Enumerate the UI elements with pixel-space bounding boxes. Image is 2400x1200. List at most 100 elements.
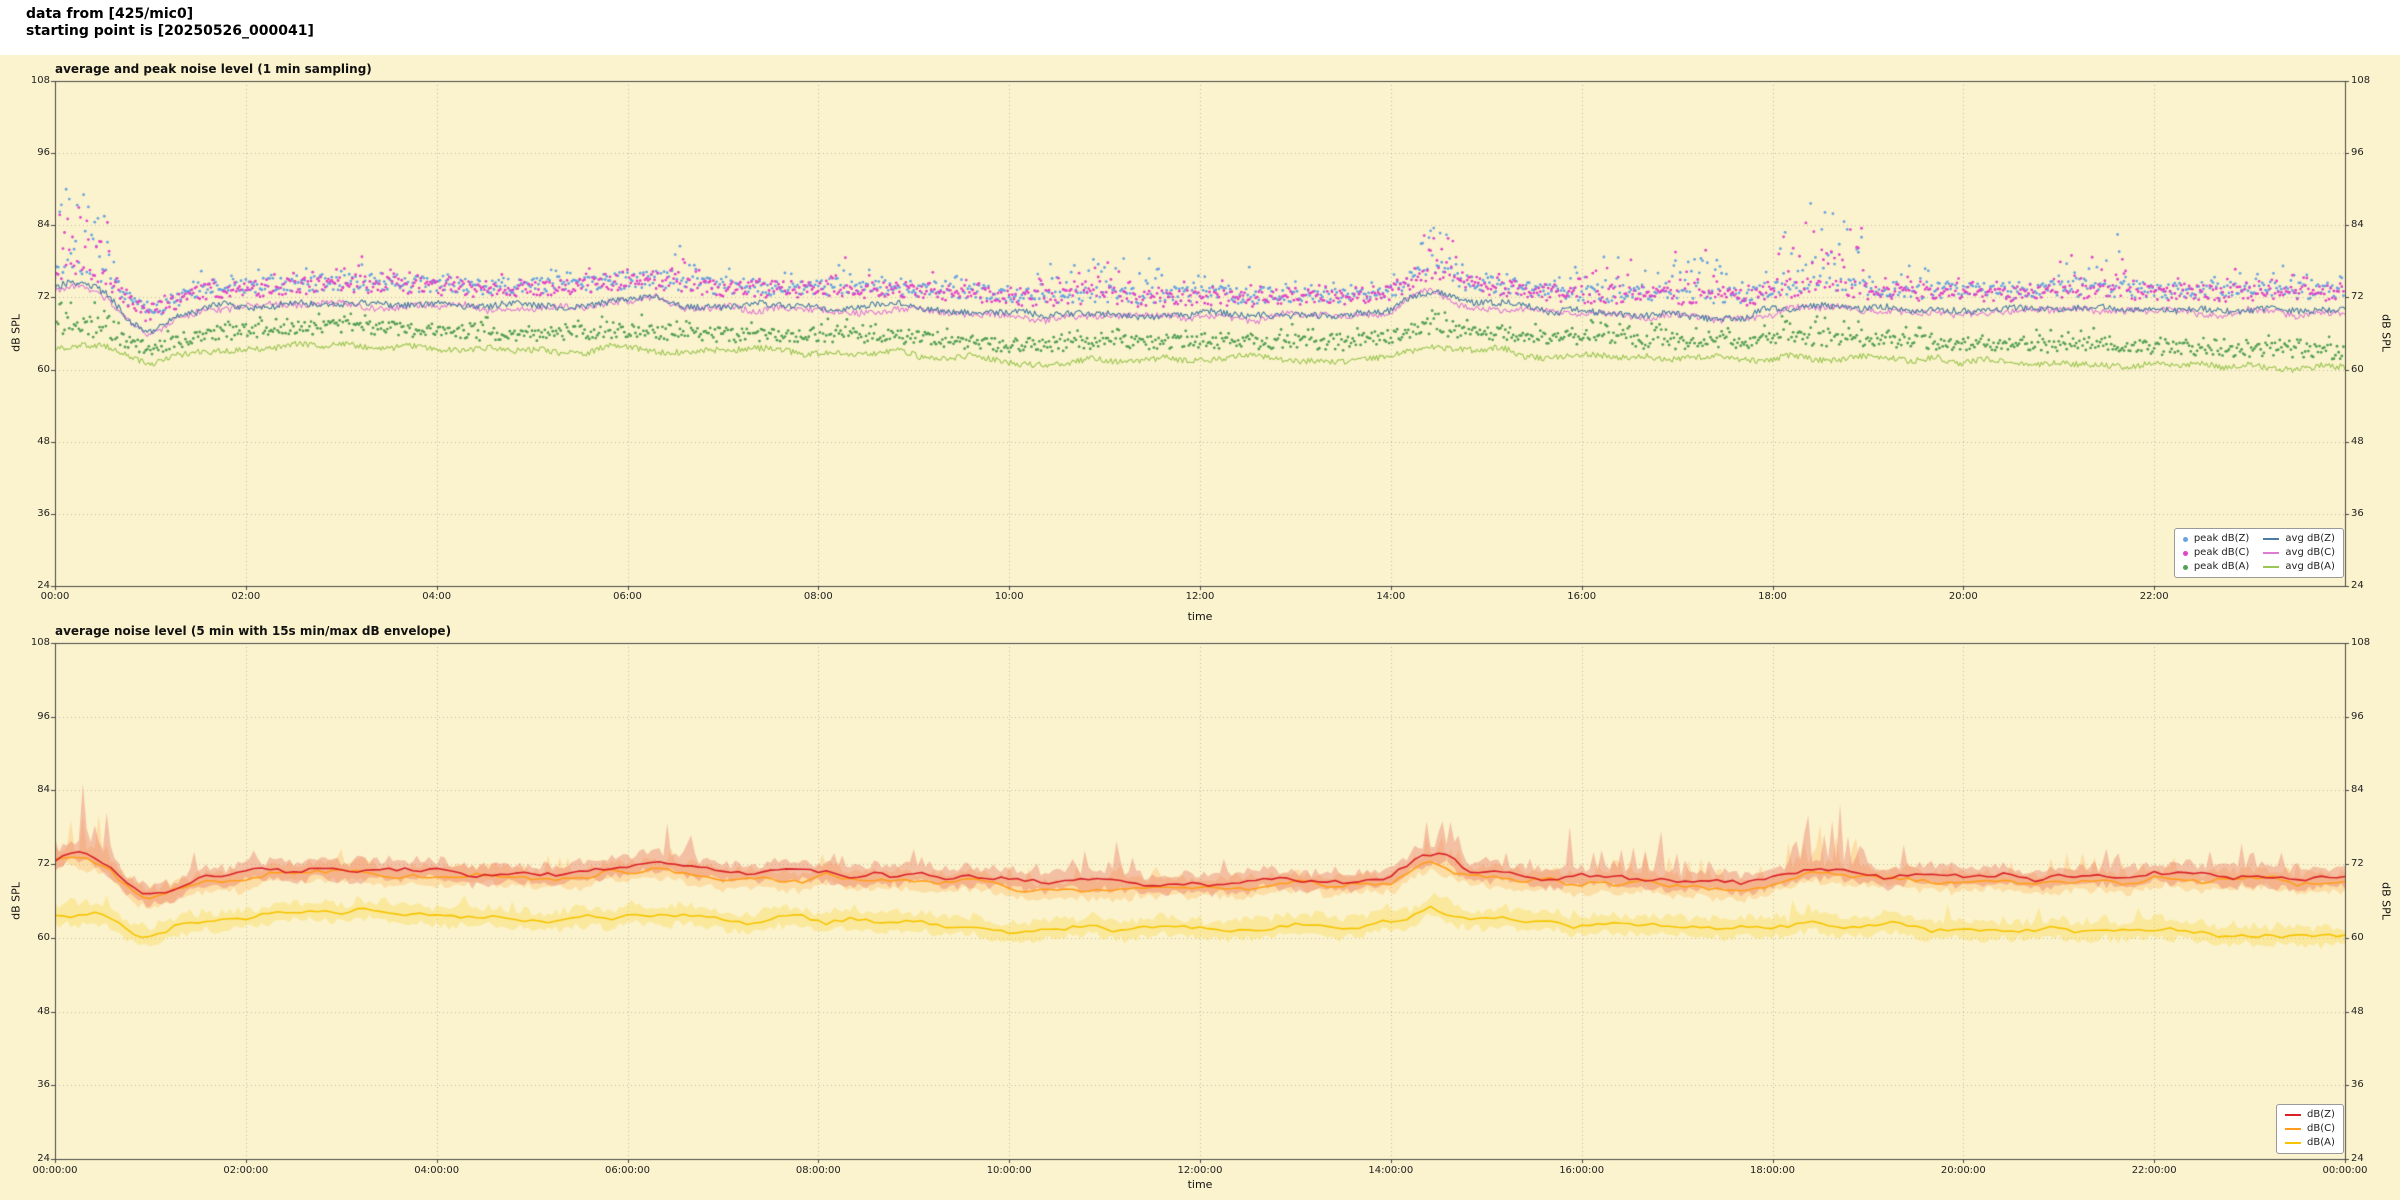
top-chart-legend: peak dB(Z) peak dB(C) peak dB(A) avg dB(Z) a… <box>2173 528 2344 578</box>
y-tick-label-right: 36 <box>2351 507 2364 519</box>
y-tick-label: 36 <box>37 1079 50 1091</box>
y-tick-label-right: 60 <box>2351 363 2364 375</box>
x-tick-label: 00:00:00 <box>32 1165 78 1176</box>
legend-dot-marker <box>2182 536 2188 542</box>
legend-label: avg dB(C) <box>2285 547 2335 558</box>
x-tick-label: 18:00 <box>1758 591 1787 602</box>
x-tick-label: 12:00 <box>1185 591 1215 602</box>
y-tick-label: 84 <box>37 784 50 796</box>
y-tick-label-right: 72 <box>2351 858 2364 870</box>
legend-item: avg dB(Z) <box>2263 533 2335 545</box>
bottom-chart-title: average noise level (5 min with 15s min/… <box>55 624 452 638</box>
y-tick-label-right: 108 <box>2351 75 2371 86</box>
y-tick-label: 24 <box>37 1153 50 1164</box>
x-tick-label: 00:00:00 <box>2322 1165 2368 1176</box>
legend-line-marker <box>2285 1113 2301 1117</box>
legend-line-marker <box>2285 1141 2301 1145</box>
y-tick-label: 84 <box>37 219 50 231</box>
legend-line-marker <box>2285 1127 2301 1131</box>
legend-dot-marker <box>2182 550 2188 556</box>
y-tick-label: 96 <box>37 710 50 722</box>
x-tick-label: 20:00:00 <box>1940 1165 1986 1176</box>
top-chart-title: average and peak noise level (1 min samp… <box>55 62 372 76</box>
y-tick-label: 108 <box>30 637 50 648</box>
legend-line-marker <box>2263 537 2280 541</box>
header-line1: data from [425/mic0] <box>26 6 194 22</box>
y-tick-label-right: 24 <box>2351 1153 2364 1164</box>
x-tick-label: 04:00 <box>422 591 452 602</box>
x-tick-label: 14:00:00 <box>1368 1165 1414 1176</box>
bottom-chart-legend: dB(Z) dB(C) dB(A) <box>2276 1104 2344 1154</box>
legend-label: avg dB(A) <box>2285 561 2335 572</box>
y-tick-label: 48 <box>37 435 50 447</box>
x-tick-label: 16:00:00 <box>1559 1165 1605 1176</box>
legend-column: avg dB(Z) avg dB(C) avg dB(A) <box>2263 533 2335 573</box>
y-tick-label-right: 72 <box>2351 291 2364 303</box>
legend-label: dB(Z) <box>2307 1109 2335 1120</box>
header-line2: starting point is [20250526_000041] <box>26 23 314 39</box>
top-ylabel-right: dB SPL <box>2379 314 2393 352</box>
y-tick-label: 36 <box>37 507 50 519</box>
x-tick-label: 10:00 <box>994 591 1024 602</box>
legend-item: peak dB(Z) <box>2182 533 2250 545</box>
x-tick-label: 02:00:00 <box>223 1165 269 1176</box>
y-tick-label: 60 <box>37 363 50 375</box>
x-tick-label: 16:00 <box>1567 591 1597 602</box>
figure-header: data from [425/mic0] starting point is [… <box>26 6 314 40</box>
legend-item: avg dB(A) <box>2263 561 2335 573</box>
y-tick-label: 60 <box>37 931 50 943</box>
y-tick-label-right: 24 <box>2351 580 2364 591</box>
y-tick-label-right: 96 <box>2351 147 2364 159</box>
legend-line-marker <box>2263 565 2280 569</box>
x-tick-label: 06:00 <box>613 591 642 602</box>
y-tick-label: 72 <box>37 858 50 870</box>
y-tick-label-right: 84 <box>2351 784 2364 796</box>
legend-label: avg dB(Z) <box>2285 533 2335 544</box>
x-tick-label: 10:00:00 <box>986 1165 1032 1176</box>
bottom-xlabel: time <box>1187 1178 1213 1191</box>
x-tick-label: 00:00 <box>40 591 70 602</box>
y-tick-label: 72 <box>37 291 50 303</box>
legend-item: dB(A) <box>2285 1137 2335 1149</box>
legend-item: dB(Z) <box>2285 1109 2335 1121</box>
x-tick-label: 04:00:00 <box>414 1165 460 1176</box>
legend-label: peak dB(Z) <box>2193 533 2250 544</box>
y-tick-label-right: 60 <box>2351 931 2364 943</box>
top-xlabel: time <box>1187 610 1213 623</box>
x-tick-label: 02:00 <box>231 591 261 602</box>
x-tick-label: 06:00:00 <box>605 1165 650 1176</box>
y-tick-label-right: 48 <box>2351 435 2364 447</box>
legend-column: dB(Z) dB(C) dB(A) <box>2285 1109 2335 1149</box>
x-tick-label: 12:00:00 <box>1177 1165 1223 1176</box>
legend-label: dB(C) <box>2307 1123 2335 1134</box>
x-tick-label: 22:00 <box>2139 591 2169 602</box>
legend-label: dB(A) <box>2307 1137 2335 1148</box>
legend-dot-marker <box>2182 564 2188 570</box>
legend-item: avg dB(C) <box>2263 547 2335 559</box>
legend-line-marker <box>2263 551 2280 555</box>
x-tick-label: 08:00 <box>803 591 833 602</box>
bottom-ylabel-right: dB SPL <box>2379 882 2393 920</box>
x-tick-label: 14:00 <box>1376 591 1406 602</box>
legend-item: dB(C) <box>2285 1123 2335 1135</box>
y-tick-label-right: 84 <box>2351 219 2364 231</box>
legend-label: peak dB(C) <box>2193 547 2250 558</box>
y-tick-label-right: 48 <box>2351 1005 2364 1017</box>
y-tick-label: 108 <box>30 75 50 86</box>
y-tick-label-right: 96 <box>2351 710 2364 722</box>
legend-label: peak dB(A) <box>2193 561 2250 572</box>
y-tick-label: 48 <box>37 1005 50 1017</box>
x-tick-label: 08:00:00 <box>795 1165 841 1176</box>
y-tick-label: 24 <box>37 580 50 591</box>
y-tick-label: 96 <box>37 147 50 159</box>
x-tick-label: 18:00:00 <box>1750 1165 1795 1176</box>
y-tick-label-right: 108 <box>2351 637 2371 648</box>
x-tick-label: 20:00 <box>1948 591 1978 602</box>
x-tick-label: 22:00:00 <box>2131 1165 2177 1176</box>
top-ylabel-left: dB SPL <box>9 314 23 352</box>
legend-item: peak dB(A) <box>2182 561 2250 573</box>
y-tick-label-right: 36 <box>2351 1079 2364 1091</box>
legend-column: peak dB(Z) peak dB(C) peak dB(A) <box>2182 533 2250 573</box>
